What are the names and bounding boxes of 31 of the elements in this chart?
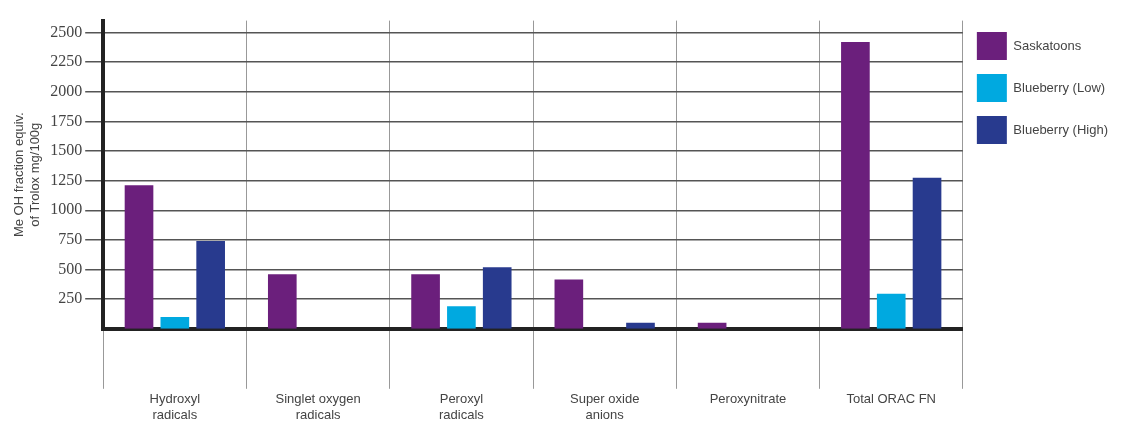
legend-label: Blueberry (Low) bbox=[1013, 79, 1106, 95]
bar bbox=[554, 279, 584, 329]
bar bbox=[841, 41, 870, 329]
y-tick-label: 2250 bbox=[50, 52, 83, 70]
x-tick-label: Hydroxyl radicals bbox=[149, 391, 201, 422]
bar bbox=[124, 185, 154, 329]
y-axis-title: Me OH fraction equiv. of Trolox mg/100g bbox=[11, 112, 42, 238]
bar bbox=[267, 274, 297, 329]
y-tick-label: 500 bbox=[58, 259, 83, 277]
bar bbox=[876, 293, 906, 329]
y-tick-label: 250 bbox=[58, 289, 83, 307]
bar bbox=[447, 306, 476, 329]
bar bbox=[196, 241, 225, 329]
y-tick-label: 1250 bbox=[50, 170, 83, 188]
x-tick-label: Singlet oxygen radicals bbox=[275, 391, 361, 422]
bar bbox=[160, 316, 190, 329]
x-tick-label: Peroxyl radicals bbox=[438, 391, 485, 422]
legend-label: Saskatoons bbox=[1013, 37, 1082, 53]
x-tick-label: Peroxynitrate bbox=[709, 391, 787, 407]
y-tick-label: 1500 bbox=[50, 141, 83, 159]
y-tick-label: 2500 bbox=[50, 22, 83, 40]
legend-label: Blueberry (High) bbox=[1013, 121, 1109, 137]
x-tick-label: Super oxide anions bbox=[569, 391, 640, 422]
y-tick-label: 1750 bbox=[50, 111, 83, 129]
bar bbox=[912, 177, 942, 329]
y-tick-label: 750 bbox=[58, 230, 83, 248]
y-tick-label: 2000 bbox=[50, 81, 83, 99]
bar bbox=[411, 274, 440, 329]
x-tick-label: Total ORAC FN bbox=[846, 391, 937, 407]
bar bbox=[482, 267, 512, 329]
y-tick-label: 1000 bbox=[50, 200, 83, 218]
